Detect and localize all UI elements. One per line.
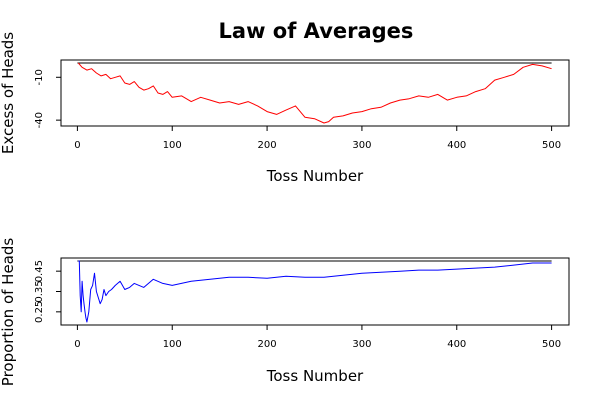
- x-tick-label: 300: [352, 140, 371, 151]
- proportion-series: [77, 260, 552, 323]
- series-line: [78, 260, 552, 323]
- top-axis-ticks: 0 100 200 300 400 500 -40 -10: [34, 69, 561, 151]
- y-tick-label: 0.25: [34, 301, 45, 323]
- excess-of-heads-panel: 0 100 200 300 400 500 -40 -10 Toss Number Exces…: [0, 32, 570, 185]
- x-tick-label: 100: [163, 140, 182, 151]
- y-tick-label: 0.35: [34, 280, 45, 302]
- y-tick-label: -10: [34, 69, 45, 85]
- x-tick-label: 200: [258, 140, 277, 151]
- bottom-y-axis-label: Proportion of Heads: [0, 238, 17, 387]
- x-tick-label: 400: [447, 339, 466, 350]
- top-x-axis-label: Toss Number: [266, 167, 364, 185]
- x-tick-label: 200: [258, 339, 277, 350]
- x-tick-label: 100: [163, 339, 182, 350]
- x-tick-label: 300: [352, 339, 371, 350]
- y-tick-label: -40: [34, 112, 45, 128]
- chart-title: Law of Averages: [219, 19, 414, 43]
- x-tick-label: 500: [542, 140, 561, 151]
- proportion-of-heads-panel: 0 100 200 300 400 500 0.250.350.45 Toss Number…: [0, 238, 570, 387]
- bottom-x-axis-label: Toss Number: [266, 367, 364, 385]
- top-y-axis-label: Excess of Heads: [0, 32, 17, 154]
- plot-frame-bottom: [60, 257, 570, 326]
- x-tick-label: 0: [74, 339, 80, 350]
- y-tick-label: 0.45: [34, 260, 45, 282]
- series-line: [77, 62, 552, 124]
- x-tick-label: 400: [447, 140, 466, 151]
- bottom-axis-ticks: 0 100 200 300 400 500 0.250.350.45: [34, 260, 561, 350]
- x-tick-label: 0: [74, 140, 80, 151]
- x-tick-label: 500: [542, 339, 561, 350]
- excess-series: [77, 62, 552, 124]
- plot-frame-top: [60, 59, 570, 127]
